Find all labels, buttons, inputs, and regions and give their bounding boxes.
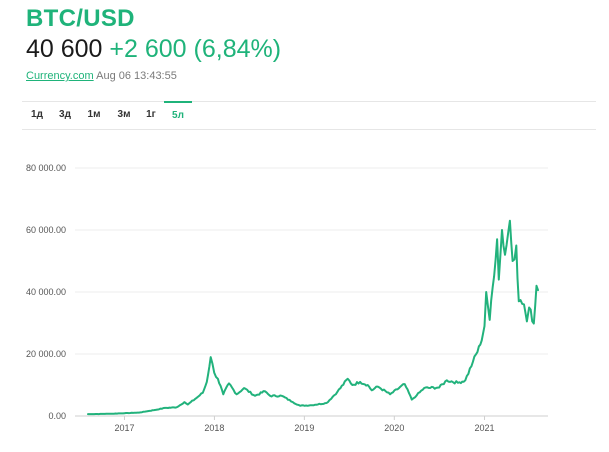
tab-3m[interactable]: 3м [117, 109, 131, 120]
chart-gridlines [75, 167, 548, 417]
tab-1y[interactable]: 1г [146, 109, 156, 120]
x-tick-label: 2021 [475, 423, 495, 433]
x-tick-label: 2017 [114, 423, 134, 433]
period-tabs: 1д 3д 1м 3м 1г 5л [22, 101, 596, 130]
price-chart: 0.00 20 000.00 40 000.00 60 000.00 80 000.00… [26, 163, 548, 433]
y-tick-label: 20 000.00 [26, 349, 66, 359]
x-tick-label: 2019 [294, 423, 314, 433]
x-tick-label: 2018 [204, 423, 224, 433]
source-link[interactable]: Currency.com [26, 70, 94, 82]
btc-price-line [87, 219, 539, 416]
page-title: BTC/USD [26, 5, 135, 32]
tab-1m[interactable]: 1м [87, 109, 101, 120]
quote-timestamp: Aug 06 13:43:55 [96, 70, 177, 82]
y-tick-label: 40 000.00 [26, 287, 66, 297]
tab-1d[interactable]: 1д [31, 109, 43, 120]
y-tick-label: 60 000.00 [26, 225, 66, 235]
price-line: 40 600 +2 600 (6,84%) [26, 35, 281, 64]
y-axis-labels: 0.00 20 000.00 40 000.00 60 000.00 80 000.00 [26, 163, 66, 421]
x-tick-label: 2020 [384, 423, 404, 433]
tab-3d[interactable]: 3д [59, 109, 71, 120]
price-change: +2 600 (6,84%) [109, 35, 282, 63]
y-tick-label: 80 000.00 [26, 163, 66, 173]
tab-5y[interactable]: 5л [164, 101, 192, 129]
current-price: 40 600 [26, 35, 103, 63]
x-axis-labels: 2017 2018 2019 2020 2021 [114, 416, 495, 433]
y-tick-label: 0.00 [48, 411, 66, 421]
quote-meta: Currency.com Aug 06 13:43:55 [26, 70, 177, 82]
